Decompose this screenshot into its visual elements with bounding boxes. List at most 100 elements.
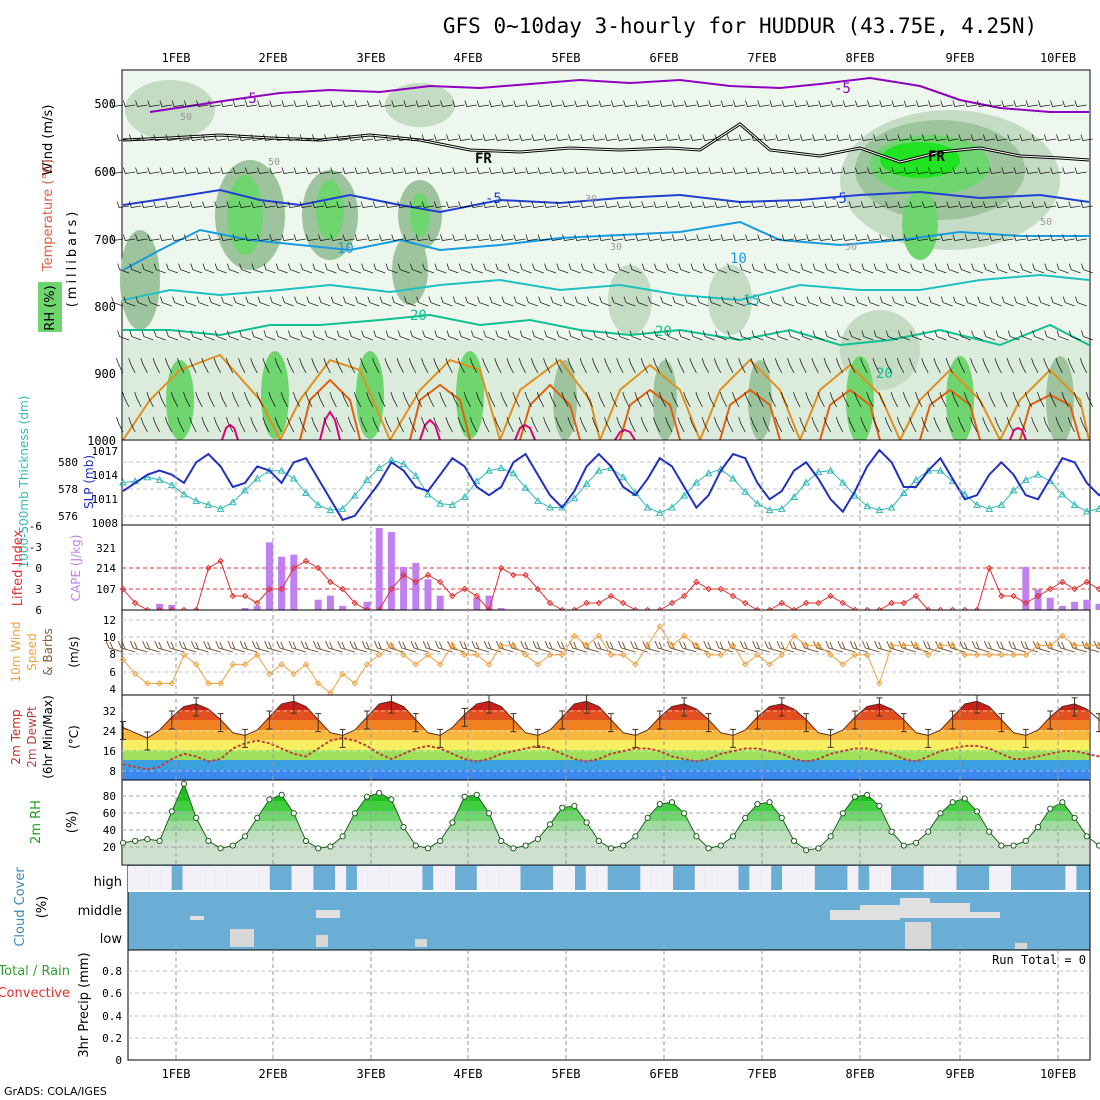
cloud-panel: high middle low Cloud Cover (%)	[13, 864, 1091, 951]
upper-wind-barb	[739, 330, 752, 341]
wind-speed-point	[1083, 642, 1091, 649]
upper-wind-barb	[1014, 296, 1026, 307]
wind-speed-point	[351, 680, 359, 687]
wind-barb	[739, 640, 758, 653]
upper-wind-barb	[318, 100, 331, 107]
upper-wind-barb	[598, 234, 612, 241]
upper-wind-barb	[635, 167, 648, 174]
upper-wind-barb	[793, 100, 807, 107]
thickness-point	[704, 469, 713, 477]
upper-wind-barb	[891, 167, 904, 174]
upper-wind-barb	[519, 263, 532, 274]
temp-minmax-bar	[461, 707, 468, 727]
wind-speed-point	[180, 651, 188, 659]
upper-wind-barb	[183, 167, 197, 174]
upper-wind-barb	[227, 263, 239, 274]
upper-wind-barb	[434, 263, 447, 274]
rh-point	[607, 845, 615, 852]
cloud-high-clear-cell	[792, 866, 804, 890]
thickness-point	[741, 487, 750, 495]
rh2m-axis-label: 2m RH	[29, 800, 44, 844]
upper-wind-barb	[635, 100, 648, 107]
upper-wind-barb	[970, 357, 978, 374]
cloud-low-row	[230, 922, 1027, 949]
cloud-high-clear-cell	[498, 866, 510, 890]
upper-wind-barb	[494, 357, 502, 374]
cloud-high-clear-cell	[356, 866, 368, 890]
wind-barbs-10m	[105, 640, 1100, 653]
rh-point	[1010, 842, 1017, 849]
top-date-label: 2FEB	[259, 51, 288, 65]
thickness-point	[155, 475, 164, 483]
upper-wind-barb	[806, 296, 819, 307]
wind-speed-point	[473, 651, 481, 659]
wind-speed-point	[778, 651, 786, 659]
upper-wind-barb	[616, 357, 624, 374]
upper-wind-barb	[451, 391, 459, 408]
upper-wind-barb	[427, 391, 435, 408]
upper-wind-barb	[275, 134, 288, 141]
upper-wind-barb	[543, 134, 557, 141]
wind-speed-point	[534, 661, 542, 668]
upper-wind-barb	[189, 416, 197, 433]
rh-blob	[846, 356, 874, 444]
upper-wind-barb	[501, 234, 514, 241]
upper-wind-barb	[280, 391, 288, 408]
upper-wind-barb	[561, 391, 569, 408]
rh-point	[461, 793, 468, 800]
upper-wind-barb	[172, 296, 185, 307]
upper-wind-barb	[549, 167, 563, 174]
lifted-index-point	[314, 564, 322, 572]
upper-wind-barb	[153, 330, 166, 341]
wind-speed-point	[583, 642, 590, 649]
upper-wind-barb	[770, 296, 782, 307]
cloud-high-clear-cell	[302, 866, 314, 890]
lifted-index-point	[900, 599, 908, 607]
upper-wind-barb	[604, 134, 618, 141]
upper-wind-barb	[1062, 296, 1075, 307]
upper-wind-barb	[665, 134, 679, 141]
temp-tick-label: 16	[103, 745, 116, 758]
upper-wind-barb	[1037, 167, 1051, 174]
upper-wind-barb	[501, 167, 514, 174]
rh-blob	[410, 193, 430, 237]
upper-wind-barb	[1001, 234, 1014, 241]
upper-wind-barb	[379, 296, 392, 307]
upper-wind-barb	[299, 357, 307, 374]
contour-label: 20	[410, 308, 427, 324]
upper-wind-barb	[647, 234, 660, 241]
upper-wind-barb	[160, 296, 172, 307]
upper-wind-barb	[562, 296, 575, 307]
upper-wind-barb	[1025, 100, 1039, 107]
upper-wind-barb	[793, 234, 807, 241]
upper-wind-barb	[1056, 330, 1069, 341]
upper-wind-barb	[1037, 234, 1051, 241]
upper-wind-barb	[519, 201, 532, 208]
upper-wind-barb	[727, 330, 740, 341]
upper-wind-barb	[1074, 234, 1087, 241]
upper-wind-barb	[977, 296, 990, 307]
precip-gridlines	[128, 970, 1090, 1039]
upper-wind-barb	[946, 330, 959, 341]
upper-wind-barb	[262, 357, 270, 374]
upper-wind-barb	[507, 263, 520, 274]
upper-wind-barb	[640, 416, 648, 433]
upper-wind-barb	[440, 234, 453, 241]
upper-wind-barb	[324, 263, 337, 274]
upper-wind-barb	[312, 330, 325, 341]
temp-band	[123, 710, 1089, 720]
upper-wind-barb	[988, 391, 996, 408]
upper-wind-barb	[1050, 296, 1063, 307]
rh-band	[123, 841, 1089, 864]
wind-barb	[337, 640, 355, 653]
upper-wind-barb	[110, 167, 124, 174]
rh-point	[620, 842, 627, 849]
upper-wind-barb	[909, 357, 917, 374]
upper-wind-barb	[305, 391, 313, 408]
upper-wind-barb	[751, 263, 764, 274]
wind-barb	[703, 640, 721, 653]
upper-wind-barb	[158, 391, 166, 408]
lifted-index-point	[985, 564, 993, 572]
upper-wind-barb	[147, 100, 160, 107]
precip-ticks: 0.8 0.6 0.4 0.2 0	[102, 965, 122, 1067]
